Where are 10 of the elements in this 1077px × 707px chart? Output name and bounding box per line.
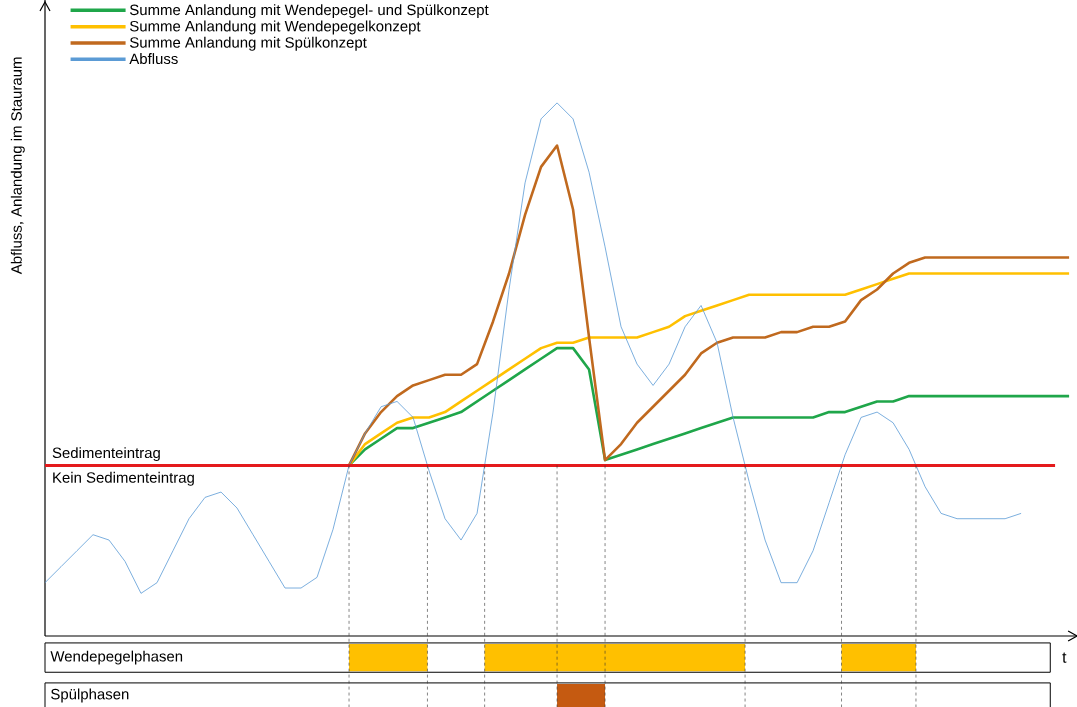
legend-label: Abfluss (129, 53, 178, 65)
ref-line-label: Sedimenteintrag (52, 447, 160, 462)
text: Wendepegelphasen (50, 650, 183, 665)
legend-label: Summe Anlandung mit Spülkonzept (129, 36, 367, 51)
y-axis-title: Abfluss, Anlandung im Stauraum (10, 57, 25, 275)
legend-label: Summe Anlandung mit Wendepegel- und Spülkonzept (129, 4, 489, 19)
x-axis-title: t (1062, 652, 1067, 663)
text: Spülphasen (51, 688, 129, 703)
annotation: Kein Sedimenteintrag (53, 471, 194, 486)
legend-label: Summe Anlandung mit Wendepegelkonzept (129, 20, 421, 35)
